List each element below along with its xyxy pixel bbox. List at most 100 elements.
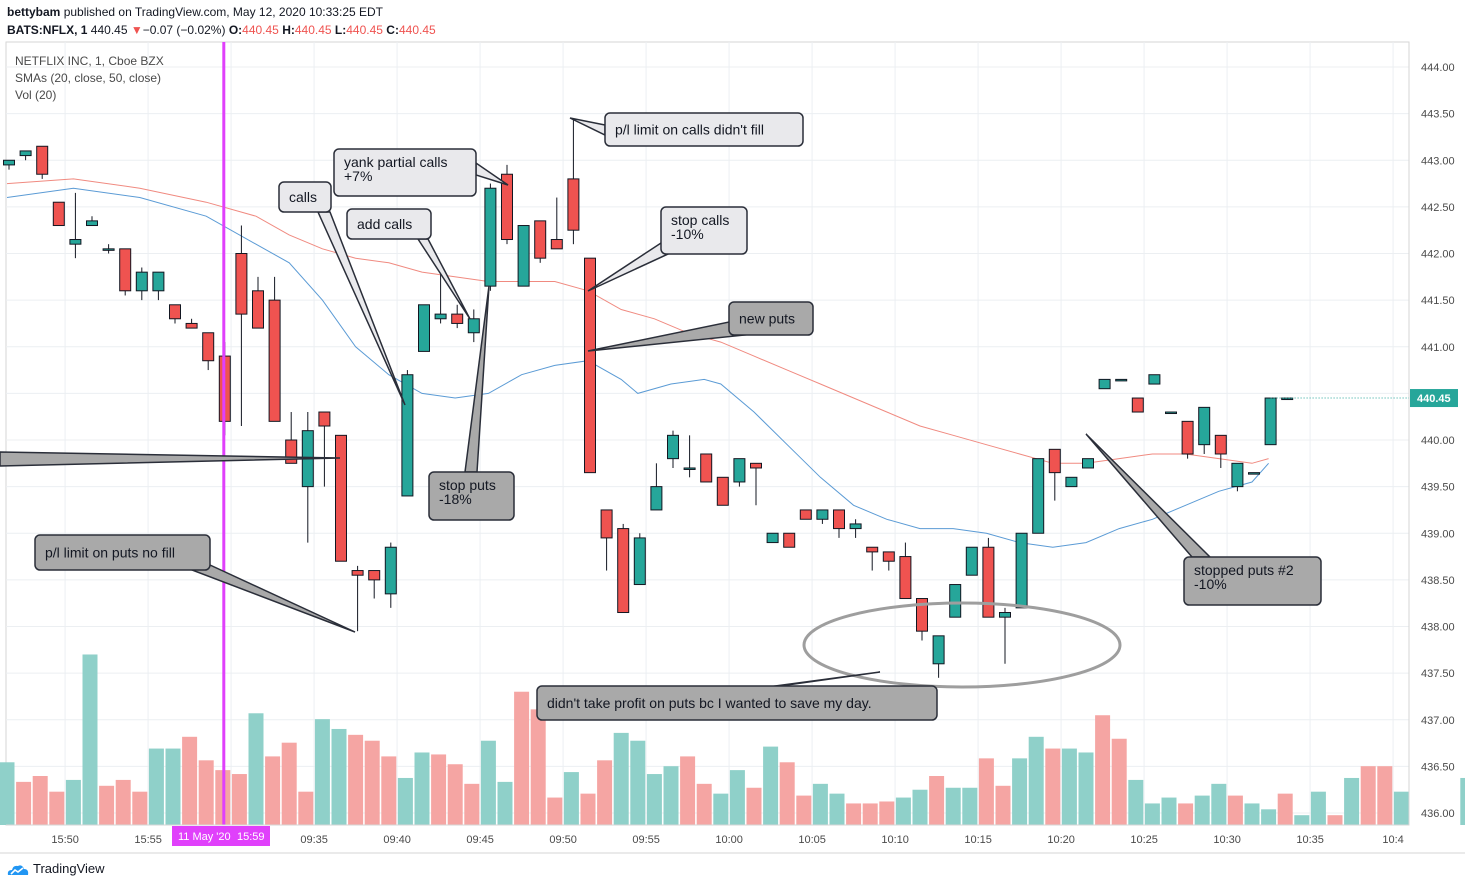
candle-body[interactable]: [849, 523, 862, 530]
candle-body[interactable]: [882, 551, 895, 562]
candle-body[interactable]: [268, 299, 281, 422]
callout-text: new puts: [739, 311, 795, 327]
candle-body[interactable]: [202, 332, 215, 362]
callout-box[interactable]: [428, 471, 515, 521]
candle-body[interactable]: [1098, 378, 1111, 390]
volume-bar: [265, 756, 281, 825]
candle-body[interactable]: [1148, 374, 1161, 385]
candle-body[interactable]: [384, 546, 397, 595]
candle-body[interactable]: [916, 598, 928, 632]
candle-body[interactable]: [733, 458, 746, 483]
candle-body[interactable]: [69, 239, 82, 245]
candle-body[interactable]: [700, 453, 713, 483]
callout-box[interactable]: [604, 112, 804, 147]
callout-box[interactable]: [346, 208, 432, 240]
candle-body[interactable]: [1264, 397, 1277, 446]
candle-body[interactable]: [467, 318, 480, 334]
candle-body[interactable]: [119, 248, 132, 292]
candle-body[interactable]: [235, 253, 248, 315]
candle-body[interactable]: [1065, 476, 1078, 488]
candle-body[interactable]: [617, 528, 630, 614]
candle-body[interactable]: [451, 313, 464, 324]
tradingview-logo[interactable]: TradingView: [6, 861, 105, 877]
callout-box[interactable]: [728, 301, 814, 336]
candle-body[interactable]: [401, 374, 414, 497]
volume-bar: [497, 781, 513, 825]
candle-body[interactable]: [1032, 458, 1045, 534]
legend-title[interactable]: NETFLIX INC, 1, Cboe BZX: [15, 54, 164, 68]
candle-body[interactable]: [965, 546, 978, 576]
volume-bar: [696, 783, 712, 825]
candle-body[interactable]: [501, 173, 513, 241]
candle-body[interactable]: [816, 509, 829, 520]
candle-body[interactable]: [1281, 397, 1294, 401]
callout-box[interactable]: [660, 206, 748, 255]
candle-body[interactable]: [1181, 420, 1194, 455]
candle-body[interactable]: [335, 434, 347, 562]
candle-body[interactable]: [102, 248, 115, 251]
candle-body[interactable]: [716, 476, 729, 506]
candle-body[interactable]: [434, 313, 447, 320]
candle-body[interactable]: [1015, 532, 1028, 609]
candle-body[interactable]: [169, 304, 181, 320]
candle-body[interactable]: [285, 439, 298, 464]
candle-body[interactable]: [999, 612, 1011, 618]
candle-body[interactable]: [1248, 472, 1260, 475]
candle-body[interactable]: [799, 509, 812, 520]
volume-bar: [1227, 795, 1243, 825]
candle-body[interactable]: [584, 257, 596, 474]
y-tick-label: 436.50: [1421, 761, 1455, 773]
candle-body[interactable]: [766, 532, 779, 544]
candle-body[interactable]: [3, 159, 15, 166]
candle-body[interactable]: [534, 220, 547, 259]
candle-body[interactable]: [1048, 448, 1061, 474]
candle-body[interactable]: [1115, 378, 1128, 382]
candle-body[interactable]: [484, 187, 497, 287]
candle-body[interactable]: [1231, 462, 1244, 488]
candle-body[interactable]: [368, 570, 381, 581]
legend-volume[interactable]: Vol (20): [15, 88, 57, 102]
callout-box[interactable]: [1183, 556, 1322, 606]
candle-body[interactable]: [683, 467, 696, 470]
legend-sma[interactable]: SMAs (20, close, 50, close): [15, 71, 162, 85]
candle-body[interactable]: [36, 145, 49, 175]
volume-bar: [912, 789, 928, 825]
candle-body[interactable]: [152, 271, 165, 292]
candle-body[interactable]: [600, 509, 613, 539]
candle-body[interactable]: [418, 304, 430, 352]
candle-body[interactable]: [750, 462, 762, 469]
candle-body[interactable]: [252, 290, 264, 329]
candle-body[interactable]: [949, 584, 962, 618]
candle-body[interactable]: [135, 271, 148, 292]
callout-box[interactable]: [34, 534, 211, 571]
candle-body[interactable]: [982, 546, 995, 618]
candle-body[interactable]: [667, 434, 679, 460]
candle-body[interactable]: [86, 220, 98, 227]
candle-body[interactable]: [650, 486, 663, 511]
callout-box[interactable]: [333, 148, 477, 197]
candle-body[interactable]: [517, 225, 530, 287]
candle-body[interactable]: [866, 546, 879, 553]
candle-body[interactable]: [550, 239, 563, 250]
candle-body[interactable]: [19, 150, 32, 157]
candle-body[interactable]: [833, 509, 845, 530]
callout-box[interactable]: [278, 181, 332, 213]
candle-body[interactable]: [1082, 458, 1094, 469]
candle-body[interactable]: [1165, 411, 1177, 415]
candle-body[interactable]: [633, 537, 646, 586]
candle-body[interactable]: [1214, 434, 1227, 455]
candle-body[interactable]: [932, 635, 945, 665]
candle-body[interactable]: [185, 322, 198, 329]
candle-body[interactable]: [899, 556, 912, 600]
candle-body[interactable]: [351, 570, 364, 576]
candle-body[interactable]: [52, 201, 65, 227]
candle-body[interactable]: [567, 178, 580, 231]
candle-body[interactable]: [318, 411, 331, 427]
callout-box[interactable]: [536, 685, 938, 721]
price-axis[interactable]: [1409, 42, 1459, 825]
candle-body[interactable]: [1198, 406, 1211, 446]
publisher-username[interactable]: bettybam: [7, 5, 61, 19]
candle-body[interactable]: [783, 532, 796, 548]
candle-body[interactable]: [1131, 397, 1144, 413]
